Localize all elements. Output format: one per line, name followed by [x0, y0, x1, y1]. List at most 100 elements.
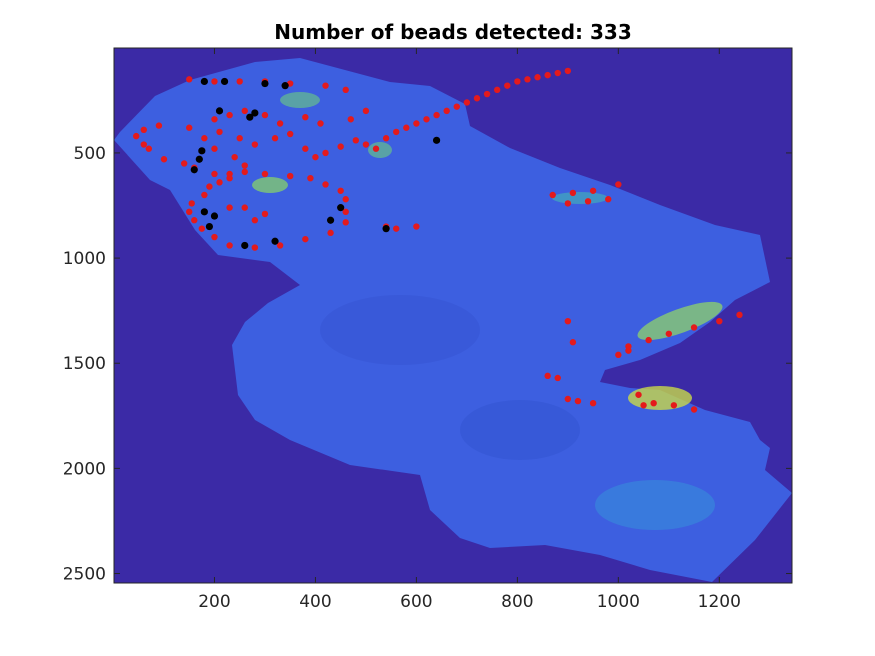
bead-point-red: [736, 311, 743, 319]
bead-point-red: [382, 135, 390, 142]
bead-point-red: [352, 137, 360, 144]
bead-point-red: [302, 235, 309, 243]
bead-point-red: [393, 128, 400, 136]
bright-patch: [595, 480, 715, 530]
y-tick-label: 500: [74, 144, 106, 164]
y-tick-label: 1000: [63, 249, 106, 269]
bead-point-red: [198, 225, 206, 232]
bead-point-red: [514, 78, 521, 85]
bead-point-red: [322, 181, 329, 188]
bead-point-red: [690, 406, 698, 413]
x-tick-label: 800: [501, 592, 533, 612]
bead-point-red: [211, 78, 218, 85]
bead-point-red: [236, 78, 243, 85]
darker-patch: [320, 295, 480, 365]
bead-point-red: [554, 374, 561, 382]
bead-point-red: [211, 170, 218, 178]
bead-point-red: [186, 76, 193, 83]
bright-patch: [368, 142, 392, 158]
bead-point-red: [524, 76, 531, 83]
bead-point-red: [625, 347, 632, 354]
bead-point-red: [342, 208, 349, 216]
bead-point-red: [155, 122, 163, 129]
bead-point-black: [215, 107, 224, 115]
bead-point-red: [650, 399, 657, 407]
bead-point-red: [665, 330, 673, 337]
bead-point-red: [226, 174, 233, 182]
bead-point-black: [200, 208, 208, 216]
bead-point-red: [317, 120, 324, 127]
bead-point-red: [302, 113, 309, 121]
bead-point-red: [493, 86, 501, 94]
bead-point-red: [716, 317, 723, 325]
axes: 200 400 600 800 1000 1200 500 1000 1500 2000 2500: [63, 47, 793, 612]
darker-patch: [460, 400, 580, 460]
bead-point-red: [564, 67, 572, 75]
x-tick-label: 400: [299, 592, 331, 612]
bead-point-red: [362, 107, 370, 115]
x-tick-label: 1000: [597, 592, 640, 612]
bead-point-red: [276, 120, 284, 127]
bead-point-red: [226, 111, 233, 119]
bead-point-red: [286, 172, 294, 180]
bead-point-red: [302, 145, 309, 152]
bead-point-red: [362, 141, 370, 148]
bead-point-red: [211, 145, 218, 152]
bead-point-red: [271, 135, 279, 142]
bead-point-red: [337, 187, 344, 194]
bright-patch: [280, 92, 320, 108]
bead-point-red: [327, 229, 334, 237]
bead-point-red: [574, 397, 582, 405]
bead-point-black: [281, 82, 289, 90]
bead-point-black: [337, 204, 345, 212]
bead-point-red: [635, 391, 642, 398]
bead-point-red: [569, 189, 577, 197]
bead-point-red: [140, 141, 147, 148]
bead-point-red: [403, 124, 410, 131]
bead-point-black: [326, 216, 335, 224]
x-axis-ticks: 200 400 600 800 1000 1200: [198, 48, 741, 612]
bead-point-red: [433, 111, 440, 119]
bead-points: [133, 67, 743, 413]
bead-point-red: [251, 244, 259, 251]
bead-point-black: [271, 237, 279, 245]
bead-point-red: [261, 170, 269, 178]
bead-point-red: [615, 351, 622, 359]
bead-point-red: [569, 339, 577, 346]
bead-point-red: [322, 82, 329, 89]
bead-point-red: [645, 336, 652, 344]
bead-point-red: [188, 200, 195, 207]
bead-point-red: [423, 116, 430, 123]
bead-point-red: [544, 71, 551, 79]
bead-point-black: [200, 77, 208, 86]
bead-point-red: [322, 149, 329, 157]
bead-point-red: [307, 174, 314, 182]
y-tick-label: 2500: [63, 565, 106, 585]
bead-point-red: [241, 168, 248, 176]
bead-point-red: [226, 204, 233, 211]
bead-point-red: [251, 141, 259, 148]
bead-point-red: [463, 99, 471, 106]
axes-box: [113, 47, 793, 584]
y-tick-label: 1500: [63, 354, 106, 374]
bead-point-black: [195, 155, 203, 163]
bead-point-red: [206, 183, 213, 190]
bead-point-red: [241, 107, 248, 115]
bead-point-black: [261, 79, 269, 88]
bead-point-red: [453, 103, 460, 110]
bead-point-red: [140, 126, 147, 134]
bead-point-red: [186, 124, 193, 131]
bead-point-red: [342, 196, 349, 203]
bead-point-red: [226, 242, 233, 249]
bead-point-black: [205, 222, 214, 231]
bead-point-black: [198, 147, 206, 155]
bead-point-black: [190, 166, 198, 174]
bead-point-red: [211, 116, 218, 123]
bright-patch: [252, 177, 288, 193]
bead-point-red: [286, 130, 294, 138]
bead-point-red: [554, 69, 561, 77]
bead-point-red: [413, 223, 420, 230]
chart-title: Number of beads detected: 333: [274, 20, 632, 44]
bead-point-red: [589, 187, 597, 194]
